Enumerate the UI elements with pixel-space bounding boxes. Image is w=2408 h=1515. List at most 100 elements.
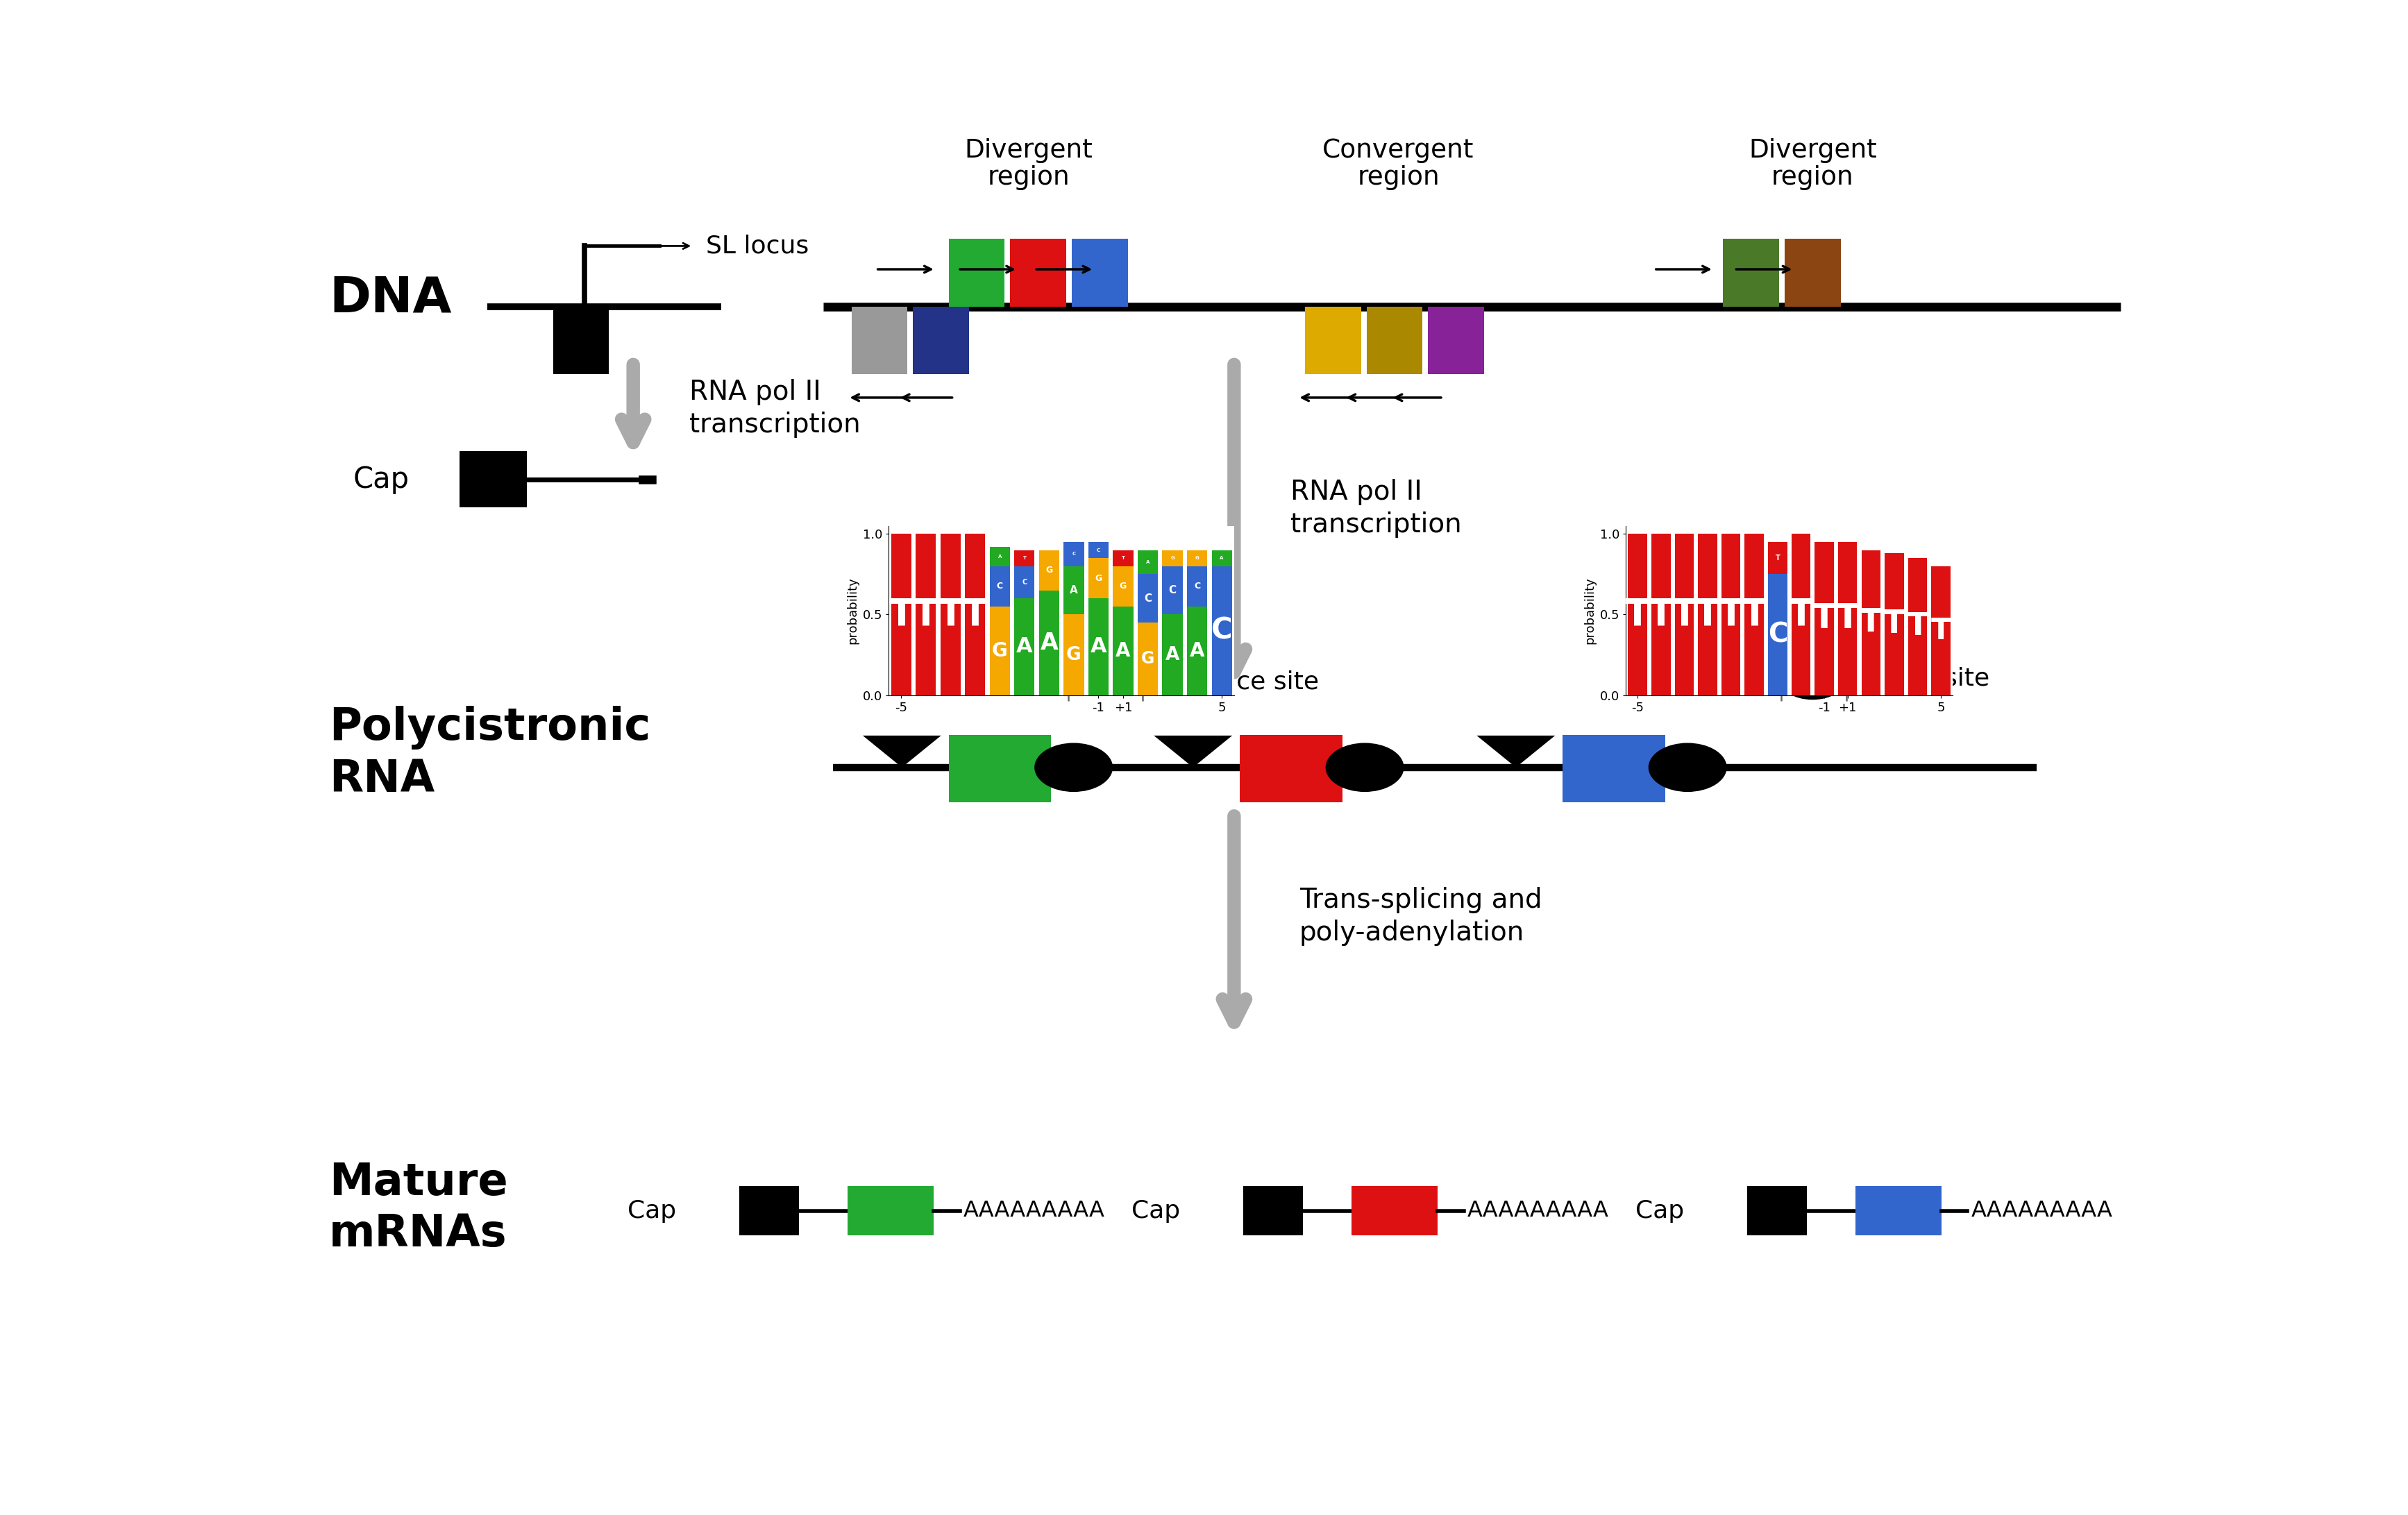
Bar xyxy=(852,306,908,374)
Bar xyxy=(1746,533,1765,695)
Bar xyxy=(1816,542,1835,695)
Text: G: G xyxy=(1067,645,1081,664)
Text: A: A xyxy=(1091,636,1108,658)
Bar xyxy=(554,306,609,374)
Text: T: T xyxy=(1741,597,1767,633)
Text: G: G xyxy=(1045,565,1052,574)
Bar xyxy=(990,567,1009,606)
Bar xyxy=(1563,735,1666,803)
Text: Cap: Cap xyxy=(628,1198,677,1223)
Text: T: T xyxy=(1775,554,1780,562)
Polygon shape xyxy=(1153,736,1233,768)
Text: Polycistronic
RNA: Polycistronic RNA xyxy=(330,706,650,801)
Text: RNA pol II
transcription: RNA pol II transcription xyxy=(689,379,860,438)
Bar xyxy=(1861,550,1881,695)
Text: G: G xyxy=(1170,556,1175,561)
Bar xyxy=(990,547,1009,567)
Text: Cap: Cap xyxy=(1132,1198,1180,1223)
Text: T: T xyxy=(889,597,913,633)
Text: T: T xyxy=(913,597,939,633)
Bar xyxy=(1767,574,1787,695)
Text: T: T xyxy=(1625,597,1649,633)
Text: T: T xyxy=(963,597,987,633)
Bar xyxy=(1187,550,1206,567)
Text: T: T xyxy=(1122,556,1125,561)
Bar xyxy=(1112,567,1134,606)
Text: Convergent
region: Convergent region xyxy=(1322,138,1474,189)
Text: Trans-splicing and
poly-adenylation: Trans-splicing and poly-adenylation xyxy=(1300,888,1541,947)
Text: C: C xyxy=(1168,585,1178,595)
Text: A: A xyxy=(1146,561,1149,564)
Bar xyxy=(1722,533,1741,695)
Text: A: A xyxy=(1190,641,1204,661)
Circle shape xyxy=(1649,742,1727,792)
Bar xyxy=(1064,615,1084,695)
Bar xyxy=(1088,542,1108,558)
Text: AAAAAAAAA: AAAAAAAAA xyxy=(1972,1200,2112,1221)
Bar xyxy=(1724,239,1780,306)
Text: C: C xyxy=(1194,582,1199,591)
Text: Cap: Cap xyxy=(354,465,409,494)
Text: AAAAAAAAA: AAAAAAAAA xyxy=(1466,1200,1609,1221)
Bar xyxy=(1857,1186,1941,1235)
Circle shape xyxy=(1035,742,1112,792)
Text: G: G xyxy=(1194,556,1199,561)
Bar xyxy=(1931,567,1950,695)
Text: A: A xyxy=(1165,645,1180,664)
Text: G: G xyxy=(1096,574,1103,583)
Text: C: C xyxy=(1144,594,1151,603)
Bar xyxy=(1652,533,1671,695)
Text: SL locus: SL locus xyxy=(706,235,809,258)
Bar xyxy=(1243,1186,1303,1235)
Bar xyxy=(1038,591,1060,695)
Bar xyxy=(1014,550,1035,567)
Bar xyxy=(966,533,985,695)
Bar xyxy=(1885,553,1905,695)
Circle shape xyxy=(1780,658,1847,700)
Text: A: A xyxy=(997,554,1002,559)
Bar xyxy=(1837,542,1857,695)
Bar xyxy=(1368,306,1423,374)
Text: T: T xyxy=(1719,597,1743,633)
Text: Divergent
region: Divergent region xyxy=(966,138,1093,189)
Bar xyxy=(1428,306,1483,374)
Bar xyxy=(739,1186,799,1235)
Text: A: A xyxy=(1040,632,1057,654)
Bar xyxy=(1163,615,1182,695)
Bar xyxy=(1767,542,1787,574)
Bar xyxy=(913,306,968,374)
Text: T: T xyxy=(1023,556,1026,561)
Text: C: C xyxy=(1211,617,1233,645)
Polygon shape xyxy=(1476,736,1556,768)
Bar xyxy=(1137,623,1158,695)
Text: DNA: DNA xyxy=(330,274,450,323)
Y-axis label: probability: probability xyxy=(1584,577,1597,644)
Bar xyxy=(1628,533,1647,695)
Bar xyxy=(1014,567,1035,598)
Text: AAAAAAAAA: AAAAAAAAA xyxy=(963,1200,1105,1221)
Bar xyxy=(1698,533,1717,695)
Text: Cap: Cap xyxy=(1635,1198,1683,1223)
Text: T: T xyxy=(1671,597,1698,633)
Bar xyxy=(1088,558,1108,598)
Bar xyxy=(1211,550,1233,567)
Bar xyxy=(1011,239,1067,306)
Bar xyxy=(1240,735,1341,803)
Bar xyxy=(1163,567,1182,615)
Text: C: C xyxy=(1021,579,1026,586)
Text: A: A xyxy=(1069,585,1079,595)
Bar xyxy=(1064,567,1084,615)
Bar xyxy=(1137,550,1158,574)
Bar xyxy=(1187,606,1206,695)
Bar xyxy=(1907,558,1926,695)
Polygon shape xyxy=(862,736,942,768)
Bar xyxy=(990,606,1009,695)
Text: Divergent
region: Divergent region xyxy=(1748,138,1876,189)
Bar xyxy=(1163,550,1182,567)
Text: T: T xyxy=(1907,612,1929,641)
Text: T: T xyxy=(1835,601,1859,635)
Text: G: G xyxy=(992,641,1007,661)
Bar xyxy=(949,239,1004,306)
Text: A: A xyxy=(1221,556,1223,561)
Text: G: G xyxy=(1141,650,1153,667)
